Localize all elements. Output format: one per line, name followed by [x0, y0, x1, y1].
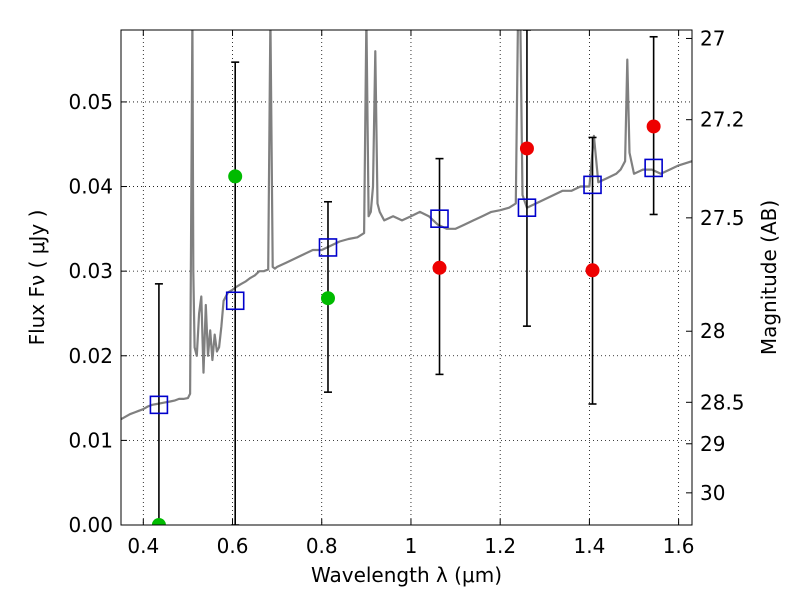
x-tick-label: 1: [405, 534, 418, 558]
y-axis-label: Flux Fν ( μJy ): [25, 210, 49, 346]
y2-tick-label: 28: [700, 319, 725, 343]
y2-tick-label: 30: [700, 481, 725, 505]
model-square-point: [225, 291, 245, 311]
plot-frame: [120, 29, 693, 526]
y2-axis-label: Magnitude (AB): [757, 200, 781, 355]
grid-lines: [121, 30, 692, 525]
error-bar: [522, 30, 531, 327]
y-axis: 0.00 0.01 0.02 0.03 0.04 0.05: [68, 90, 127, 537]
y-tick-label: 0.05: [68, 90, 113, 114]
model-square-point: [149, 395, 169, 415]
y2-tick-label: 27: [700, 26, 725, 50]
observed-point: [320, 291, 335, 306]
y2-tick-label: 27.5: [700, 206, 745, 230]
x-axis: 0.4 0.6 0.8 1 1.2 1.4 1.6: [127, 30, 695, 558]
observed-point: [228, 169, 243, 184]
observed-point: [519, 141, 534, 156]
x-tick-label: 1.2: [484, 534, 516, 558]
x-tick-label: 0.8: [306, 534, 338, 558]
y-tick-label: 0.03: [68, 259, 113, 283]
x-axis-label: Wavelength λ (μm): [311, 563, 502, 587]
x-tick-label: 0.4: [127, 534, 159, 558]
y2-tick-label: 28.5: [700, 390, 745, 414]
y2-tick-label: 29: [700, 432, 725, 456]
model-spectrum: [121, 30, 692, 421]
y-tick-label: 0.04: [68, 175, 113, 199]
x-tick-label: 1.4: [573, 534, 605, 558]
error-bars: [154, 30, 658, 525]
observed-point: [432, 260, 447, 275]
y2-axis: 27 27.2 27.5 28 28.5 29 30: [686, 26, 745, 505]
y2-tick-label: 27.2: [700, 108, 745, 132]
observed-points: [151, 119, 661, 525]
model-square-point: [644, 158, 663, 178]
model-square-point: [318, 238, 338, 257]
observed-point: [151, 518, 166, 525]
model-square-point: [517, 198, 537, 217]
error-bar: [231, 61, 240, 525]
y-tick-label: 0.02: [68, 344, 113, 368]
x-tick-label: 1.6: [663, 534, 695, 558]
spectrum-line: [121, 30, 692, 421]
y-tick-label: 0.00: [68, 513, 113, 537]
model-photometry: [149, 158, 663, 415]
observed-point: [585, 263, 600, 278]
model-square-point: [430, 209, 449, 228]
error-bar: [154, 283, 163, 525]
x-tick-label: 0.6: [217, 534, 249, 558]
y-tick-label: 0.01: [68, 428, 113, 452]
model-square-point: [583, 175, 602, 195]
observed-point: [646, 119, 661, 134]
